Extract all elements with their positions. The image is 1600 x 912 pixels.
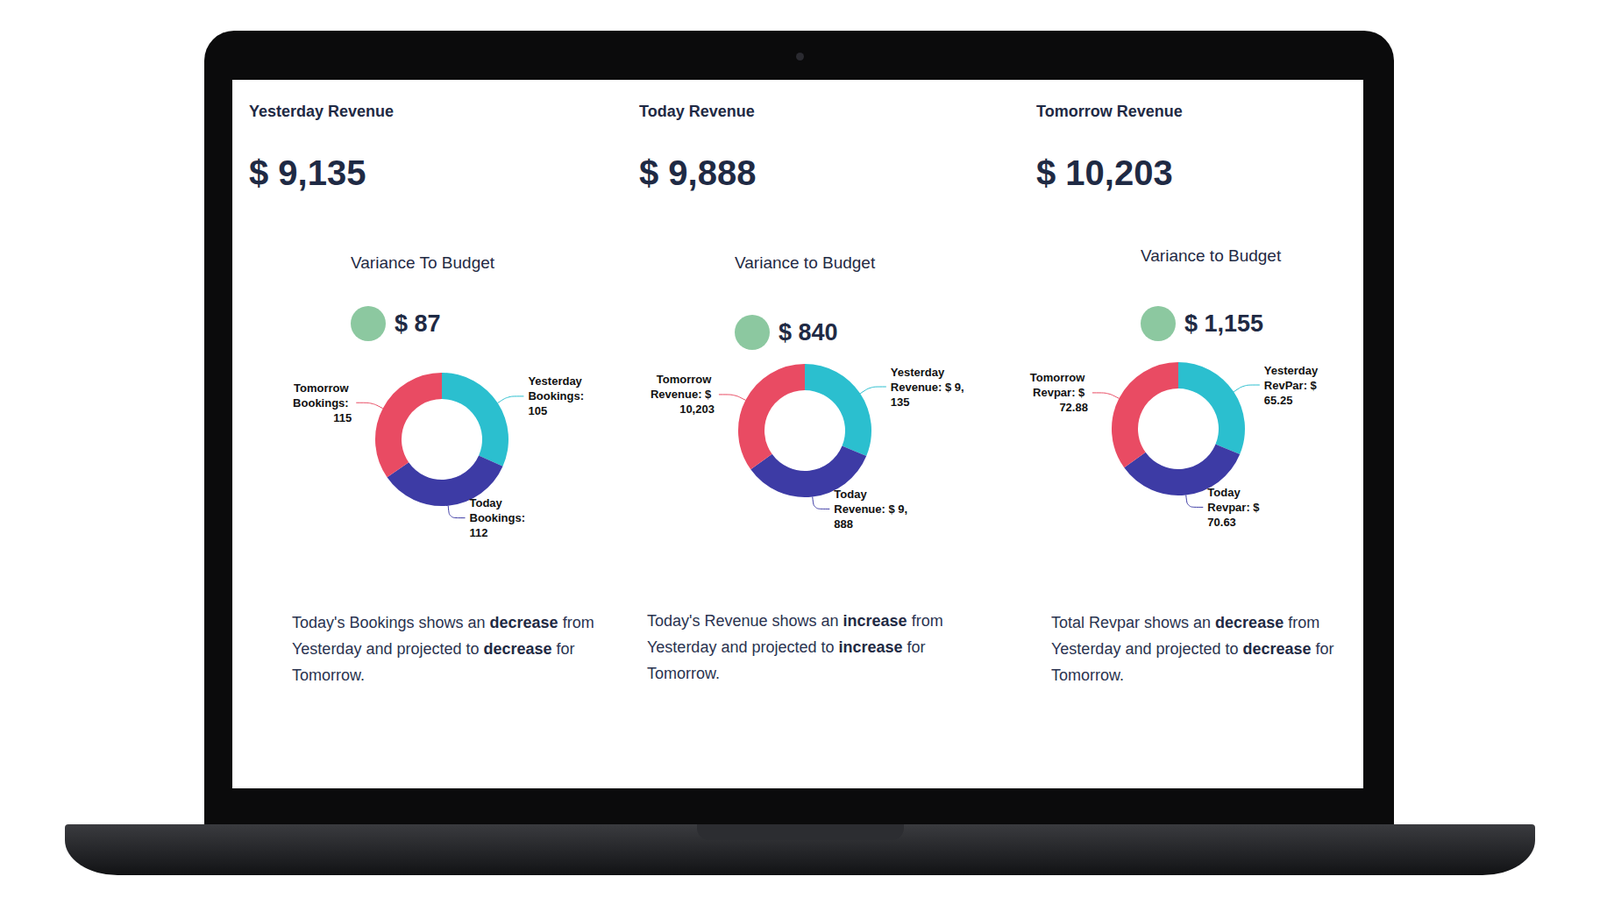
html-text:$ 87: $ 87 [394,309,441,337]
svg-text:65.25: 65.25 [1264,393,1294,407]
html-text:Tomorrow Revenue: Tomorrow Revenue [1036,102,1183,121]
svg-text:Revpar: $: Revpar: $ [1207,500,1263,514]
svg-text:72.88: 72.88 [1059,400,1088,414]
svg-text:Bookings:: Bookings: [527,389,587,403]
html-text:Today Revenue: Today Revenue [639,102,755,121]
html-text:Total Revpar shows an decrease: Total Revpar shows an decrease from Yest… [1051,613,1335,684]
html-text:$ 840: $ 840 [778,318,838,345]
svg-text:Today: Today [469,496,506,510]
svg-text:10,203: 10,203 [679,402,715,416]
svg-text:Yesterday: Yesterday [527,374,585,388]
svg-text:Yesterday: Yesterday [890,365,948,379]
svg-text:115: 115 [333,411,352,425]
svg-text:Tomorrow: Tomorrow [656,372,715,386]
html-text:Variance to Budget: Variance to Budget [734,253,876,272]
html-text:Today's Bookings shows an decr: Today's Bookings shows an decrease from … [291,613,595,684]
svg-text:70.63: 70.63 [1207,515,1237,529]
html-text:Yesterday Revenue: Yesterday Revenue [248,102,394,121]
svg-text:Revenue: $ 9,: Revenue: $ 9, [890,380,965,394]
svg-text:Today: Today [1207,485,1244,499]
svg-text:Revenue: $ 9,: Revenue: $ 9, [833,502,908,516]
svg-text:Tomorrow: Tomorrow [1030,370,1088,384]
svg-text:888: 888 [833,517,854,531]
svg-text:135: 135 [890,395,911,409]
svg-text:Bookings:: Bookings: [469,511,529,525]
html-text:Variance To Budget: Variance To Budget [350,253,495,272]
html-text:Variance to Budget: Variance to Budget [1140,246,1282,265]
html-text:$ 9,888: $ 9,888 [639,153,757,192]
svg-text:Today: Today [833,487,870,501]
html-text:Today's Revenue shows an incre: Today's Revenue shows an increase from Y… [647,611,944,683]
svg-text:Tomorrow: Tomorrow [293,381,352,395]
html-text:$ 9,135: $ 9,135 [248,153,367,192]
svg-text:Bookings:: Bookings: [292,396,352,410]
svg-text:RevPar: $: RevPar: $ [1264,378,1321,392]
svg-text:Yesterday: Yesterday [1264,363,1322,377]
svg-text:Revenue: $: Revenue: $ [650,387,715,401]
svg-text:112: 112 [469,526,489,540]
html-text:$ 1,155: $ 1,155 [1184,309,1264,337]
html-text:$ 10,203: $ 10,203 [1036,153,1173,192]
svg-text:Revpar: $: Revpar: $ [1032,385,1088,399]
svg-text:105: 105 [527,404,548,418]
